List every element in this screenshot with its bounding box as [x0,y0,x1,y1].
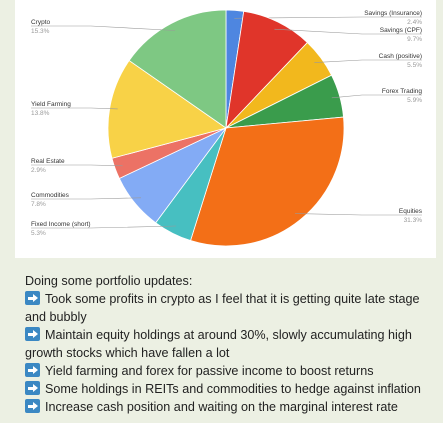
post-bullet-text: Yield farming and forex for passive inco… [45,364,374,378]
slice-percent: 31.3% [404,217,423,224]
post-container: Savings (Insurance) 2.4% Savings (CPF) 9.7%… [6,0,437,423]
post-intro: Doing some portfolio updates: [25,274,193,288]
slice-label: Real Estate [31,158,65,165]
leader-line [31,225,177,229]
leader-line [295,213,422,216]
slice-label: Cash (positive) [379,53,422,60]
post-bullet: Yield farming and forex for passive inco… [25,362,430,380]
slice-label: Crypto [31,19,51,26]
post-bullet-text: Increase cash position and waiting on th… [45,400,398,414]
post-bullet-text: Maintain equity holdings at around 30%, … [25,328,412,360]
slice-percent: 2.4% [407,19,422,26]
pie-slice [128,9,227,129]
slice-percent: 7.8% [31,201,46,208]
post-bullet: Increase cash position and waiting on th… [25,398,430,416]
arrow-right-icon [25,399,40,413]
post-bullet: Took some profits in crypto as I feel th… [25,290,430,326]
leader-line [234,16,422,19]
arrow-right-icon [25,291,40,305]
arrow-right-icon [25,381,40,395]
slice-percent: 9.7% [407,36,422,43]
slice-label: Savings (Insurance) [364,10,422,17]
pie-chart-svg: Savings (Insurance) 2.4%Savings (CPF) 9.7%… [31,9,423,247]
portfolio-pie-chart: Savings (Insurance) 2.4% Savings (CPF) 9.7%… [15,0,436,258]
leader-line [274,28,422,35]
slice-percent: 5.3% [31,230,46,237]
leader-line [31,107,118,110]
post-bullet: Some holdings in REITs and commodities t… [25,380,430,398]
arrow-right-icon [25,363,40,377]
slice-percent: 15.3% [31,28,50,35]
arrow-right-icon [25,327,40,341]
leader-line [31,197,142,200]
slice-percent: 5.5% [407,62,422,69]
slice-label: Forex Trading [382,88,422,95]
leader-line [31,25,176,31]
slice-label: Fixed Income (short) [31,221,91,228]
slice-label: Equities [399,208,423,215]
leader-line [331,94,422,99]
leader-line [31,164,123,167]
slice-percent: 13.8% [31,110,50,117]
post-bullet-text: Took some profits in crypto as I feel th… [25,292,420,324]
slice-label: Commodities [31,192,70,199]
slice-label: Yield Farming [31,101,71,108]
post-bullet-text: Some holdings in REITs and commodities t… [45,382,421,396]
leader-line [314,59,422,63]
post-bullet: Maintain equity holdings at around 30%, … [25,326,430,362]
post-body: Doing some portfolio updates: Took some … [25,272,430,416]
slice-label: Savings (CPF) [380,27,422,34]
slice-percent: 5.9% [407,97,422,104]
slice-percent: 2.9% [31,167,46,174]
pie-slice [107,59,227,159]
